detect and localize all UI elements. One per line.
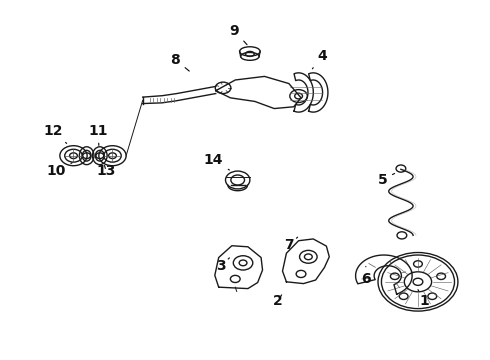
Text: 7: 7	[284, 237, 297, 252]
Text: 1: 1	[418, 290, 429, 308]
Text: 14: 14	[203, 153, 229, 170]
Text: 5: 5	[377, 173, 394, 187]
Text: 13: 13	[97, 164, 116, 178]
Text: 3: 3	[216, 258, 229, 274]
Text: 6: 6	[361, 266, 370, 286]
Text: 11: 11	[88, 124, 108, 145]
Text: 4: 4	[313, 49, 327, 69]
Text: 8: 8	[171, 53, 189, 71]
Text: 2: 2	[273, 294, 283, 308]
Text: 9: 9	[229, 24, 247, 45]
Text: 12: 12	[44, 124, 67, 143]
Text: 10: 10	[46, 163, 72, 178]
